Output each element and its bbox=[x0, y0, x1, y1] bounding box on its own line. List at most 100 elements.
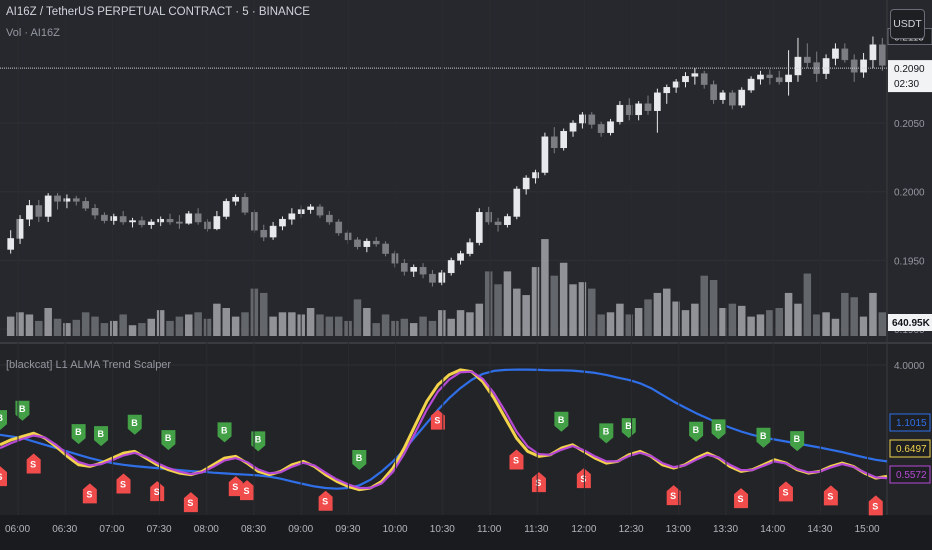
sell-marker-text: S bbox=[513, 455, 519, 465]
indicator-axis-tick: 4.0000 bbox=[894, 361, 925, 372]
volume-bar bbox=[709, 280, 718, 336]
buy-marker: B bbox=[352, 450, 367, 471]
volume-bar bbox=[372, 323, 380, 336]
candle-body bbox=[72, 198, 80, 202]
sell-marker-text: S bbox=[30, 459, 36, 469]
buy-marker-text: B bbox=[715, 422, 722, 432]
sell-marker: S bbox=[240, 480, 255, 501]
sell-marker-text: S bbox=[535, 478, 541, 488]
volume-bar bbox=[53, 318, 62, 336]
volume-bar bbox=[822, 312, 830, 336]
volume-value-label: 640.95K bbox=[892, 318, 931, 329]
time-axis-label: 10:30 bbox=[430, 524, 455, 535]
volume-bar bbox=[728, 303, 737, 336]
volume-bar bbox=[766, 310, 774, 336]
buy-marker-shape bbox=[756, 427, 771, 448]
volume-bar bbox=[484, 271, 493, 336]
volume-bar bbox=[625, 314, 634, 336]
currency-button[interactable]: USDT bbox=[890, 9, 925, 39]
candle-body bbox=[110, 216, 118, 221]
countdown-label: 02:30 bbox=[894, 79, 919, 90]
sell-marker: S bbox=[576, 468, 591, 489]
sell-marker-text: S bbox=[244, 486, 250, 496]
buy-marker-shape bbox=[554, 411, 569, 432]
buy-marker-text: B bbox=[356, 453, 363, 463]
volume-bar bbox=[634, 308, 643, 336]
candle-body bbox=[588, 114, 596, 125]
sell-marker-shape bbox=[868, 495, 883, 516]
time-axis-label: 15:00 bbox=[855, 524, 880, 535]
buy-marker: B bbox=[94, 426, 109, 447]
sell-marker-shape bbox=[666, 485, 681, 506]
time-axis-label: 13:30 bbox=[713, 524, 738, 535]
indicator-value-label: 0.5572 bbox=[896, 470, 927, 481]
candle-body bbox=[354, 239, 361, 247]
buy-marker: B bbox=[15, 400, 30, 421]
candle-body bbox=[91, 207, 99, 216]
buy-marker-text: B bbox=[0, 413, 4, 423]
sell-marker-shape bbox=[430, 409, 445, 430]
sell-marker: S bbox=[531, 472, 546, 493]
buy-marker: B bbox=[0, 410, 7, 431]
volume-bar bbox=[194, 312, 202, 336]
indicator-value-label: 1.1015 bbox=[896, 418, 927, 429]
volume-bar bbox=[44, 308, 52, 336]
volume-bar bbox=[269, 316, 277, 336]
sell-marker: S bbox=[430, 409, 445, 430]
volume-bar bbox=[213, 303, 221, 336]
buy-marker-text: B bbox=[794, 434, 801, 444]
candle-body bbox=[429, 273, 436, 283]
sell-marker-text: S bbox=[187, 498, 193, 508]
volume-bar bbox=[466, 312, 474, 336]
volume-bar bbox=[175, 316, 184, 336]
candle-body bbox=[710, 84, 717, 100]
candle-body bbox=[729, 92, 736, 106]
sell-marker: S bbox=[823, 485, 838, 506]
candle-body bbox=[307, 206, 314, 210]
volume-bar bbox=[363, 308, 371, 336]
volume-bar bbox=[588, 288, 596, 336]
chart-title: AI16Z / TetherUS PERPETUAL CONTRACT · 5 … bbox=[6, 6, 310, 18]
candle-body bbox=[335, 221, 343, 234]
candle-body bbox=[279, 218, 286, 227]
candle-body bbox=[16, 218, 24, 239]
sell-marker: S bbox=[778, 481, 793, 502]
candle-body bbox=[475, 212, 483, 243]
volume-bar bbox=[691, 303, 699, 336]
candle-body bbox=[757, 74, 764, 80]
volume-bar bbox=[63, 323, 71, 336]
buy-marker-text: B bbox=[221, 425, 228, 435]
time-axis-label: 07:00 bbox=[99, 524, 124, 535]
sell-marker-shape bbox=[778, 481, 793, 502]
candle-body bbox=[522, 177, 530, 190]
buy-marker-text: B bbox=[760, 431, 767, 441]
candle-body bbox=[550, 136, 558, 149]
candle-body bbox=[597, 124, 605, 133]
buy-marker-shape bbox=[161, 430, 176, 451]
buy-marker-shape bbox=[599, 423, 614, 444]
volume-bar bbox=[831, 318, 840, 336]
candle-body bbox=[35, 205, 43, 217]
buy-marker-text: B bbox=[75, 427, 82, 437]
volume-bar bbox=[409, 323, 418, 336]
candle-body bbox=[63, 198, 71, 202]
candle-body bbox=[204, 221, 211, 230]
volume-bar bbox=[334, 316, 343, 336]
buy-marker-shape bbox=[352, 450, 367, 471]
volume-bar bbox=[91, 316, 99, 336]
candle-body bbox=[157, 218, 164, 223]
candle-body bbox=[194, 213, 202, 223]
sell-marker-text: S bbox=[738, 494, 744, 504]
sell-marker-text: S bbox=[782, 487, 788, 497]
buy-marker-text: B bbox=[19, 404, 26, 414]
volume-bar bbox=[128, 325, 137, 336]
time-axis-label: 12:00 bbox=[571, 524, 596, 535]
candle-body bbox=[616, 104, 624, 122]
sell-marker-shape bbox=[228, 476, 243, 497]
sell-marker-text: S bbox=[322, 497, 328, 507]
volume-bar bbox=[869, 292, 877, 336]
candle-body bbox=[466, 242, 474, 254]
indicator-value-box bbox=[889, 413, 931, 432]
time-axis-bg bbox=[0, 515, 932, 550]
